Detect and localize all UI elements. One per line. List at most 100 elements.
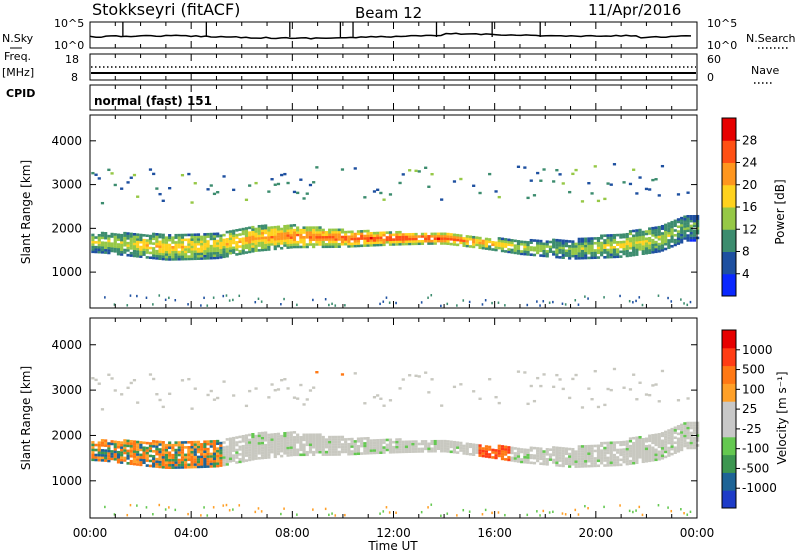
power-cell [641, 249, 645, 253]
velocity-cell [532, 461, 537, 465]
velocity-cell [228, 457, 233, 461]
velocity-cell [568, 465, 572, 468]
velocity-cell [184, 466, 188, 469]
velocity-cell [680, 441, 684, 444]
velocity-cell [395, 440, 399, 444]
velocity-cell [577, 452, 581, 456]
velocity-cell [168, 456, 172, 460]
velocity-cell [478, 449, 482, 452]
power-cell [155, 242, 159, 246]
power-cell [331, 245, 335, 249]
power-cell [116, 238, 121, 241]
power-cell [107, 244, 111, 248]
power-cell [209, 237, 213, 241]
power-cell [232, 232, 236, 235]
velocity-cell [414, 374, 418, 378]
power-cell [145, 296, 148, 299]
velocity-cell [145, 441, 149, 445]
velocity-cell [305, 443, 309, 447]
velocity-cell [644, 452, 649, 456]
velocity-cell [638, 450, 642, 454]
velocity-cell [257, 432, 261, 435]
velocity-cell [382, 441, 386, 444]
power-cell [110, 235, 114, 238]
power-cell [644, 242, 649, 245]
time-axis: 00:00 04:00 08:00 12:00 16:00 20:00 00:00 [73, 22, 714, 540]
velocity-cell [680, 433, 684, 437]
velocity-cell [564, 449, 569, 453]
power-cell [369, 244, 373, 247]
power-cell [267, 248, 271, 251]
velocity-data-layer [91, 367, 700, 517]
power-cell [94, 248, 98, 251]
velocity-cell [571, 450, 575, 454]
velocity-cell [369, 449, 373, 452]
velocity-cell [465, 450, 469, 453]
power-cell [427, 235, 431, 238]
velocity-cell [244, 446, 249, 450]
power-cell [516, 242, 521, 246]
power-cell [174, 248, 178, 251]
velocity-cell [161, 448, 165, 452]
velocity-cell [686, 424, 690, 427]
velocity-cell [257, 447, 261, 450]
velocity-cell [635, 443, 639, 447]
power-cell [676, 230, 681, 233]
power-cell [523, 166, 527, 169]
velocity-cell [670, 447, 674, 451]
power-cell [222, 245, 226, 249]
velocity-cell [417, 447, 421, 451]
power-cell [587, 251, 591, 255]
velocity-cell [484, 447, 489, 451]
velocity-cell [664, 445, 668, 449]
velocity-cell [670, 435, 674, 438]
power-cell [324, 243, 329, 246]
power-cell [104, 251, 108, 254]
velocity-cell [635, 446, 639, 450]
power-cell [513, 246, 517, 250]
velocity-cell [196, 463, 201, 466]
velocity-cell [667, 451, 671, 455]
power-cell [187, 250, 191, 254]
power-cell [235, 243, 239, 247]
velocity-cell [612, 446, 617, 449]
power-cell [481, 239, 485, 243]
velocity-cell [596, 405, 601, 409]
power-cell [424, 235, 428, 238]
velocity-cell [555, 451, 559, 455]
velocity-cell [228, 447, 233, 451]
power-cell [628, 254, 633, 257]
power-cell [312, 226, 316, 229]
power-cell [638, 235, 642, 239]
power-cell [334, 304, 337, 307]
power-cell [651, 226, 655, 230]
power-cell [680, 233, 684, 237]
power-cell [369, 236, 373, 240]
power-cell [638, 243, 642, 246]
velocity-cell [654, 448, 658, 452]
power-cell [123, 231, 127, 235]
velocity-cell [497, 452, 501, 455]
velocity-cell [200, 458, 204, 461]
power-cell [132, 254, 137, 258]
power-cell [260, 248, 265, 252]
velocity-cell [328, 448, 332, 451]
velocity-cell [212, 506, 215, 509]
power-cell [606, 241, 610, 245]
power-cell [97, 234, 101, 237]
power-cell [484, 242, 489, 246]
velocity-cell [126, 462, 130, 465]
power-cell [267, 240, 271, 244]
power-cell [286, 234, 290, 237]
velocity-cell [270, 443, 274, 446]
power-cell [107, 168, 111, 172]
velocity-cell [580, 465, 585, 468]
velocity-cell [430, 449, 434, 453]
power-cell [171, 258, 175, 261]
velocity-cell [427, 449, 431, 453]
power-cell [680, 219, 684, 222]
power-cell [164, 255, 169, 259]
velocity-cell [529, 454, 533, 457]
power-cell [459, 239, 463, 242]
power-cell [539, 249, 543, 253]
